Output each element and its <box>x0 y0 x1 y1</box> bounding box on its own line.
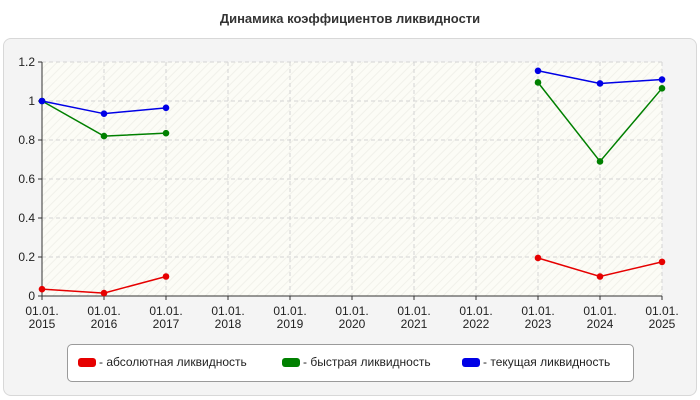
series-layer <box>38 67 666 297</box>
data-point <box>100 289 108 297</box>
data-point <box>658 76 666 83</box>
x-tick-label: 01.01. 2015 <box>25 304 58 331</box>
x-tick-label: 01.01. 2018 <box>211 304 244 331</box>
x-tick-label: 01.01. 2021 <box>397 304 430 331</box>
data-point <box>534 79 542 86</box>
legend-item-quick: - быстрая ликвидность <box>282 354 431 370</box>
legend-label: - абсолютная ликвидность <box>99 355 247 369</box>
data-point <box>162 273 170 280</box>
x-tick-label: 01.01. 2016 <box>87 304 120 331</box>
data-point <box>596 273 604 280</box>
data-point <box>100 110 108 117</box>
chart-title: Динамика коэффициентов ликвидности <box>219 11 481 26</box>
data-point <box>534 254 542 262</box>
y-tick-label: 1.2 <box>18 55 35 69</box>
y-axis-ticks: 0 0.2 0.4 0.6 0.8 1 1.2 <box>18 55 42 303</box>
legend-swatch-green <box>282 357 300 367</box>
x-tick-label: 01.01. 2023 <box>521 304 554 331</box>
data-point <box>38 97 46 105</box>
data-point <box>596 158 604 165</box>
legend-swatch-red <box>78 357 96 367</box>
data-point <box>534 67 542 75</box>
x-axis-ticks: 01.01. 2015 01.01. 2016 01.01. 2017 01.01. 2018… <box>25 296 679 331</box>
y-tick-label: 0 <box>28 289 35 303</box>
x-tick-label: 01.01. 2025 <box>645 304 678 331</box>
x-tick-label: 01.01. 2022 <box>459 304 492 331</box>
x-tick-label: 01.01. 2020 <box>335 304 368 331</box>
legend: - абсолютная ликвидность - быстрая ликви… <box>67 344 634 382</box>
x-tick-label: 01.01. 2019 <box>273 304 306 331</box>
data-point <box>38 285 46 293</box>
legend-item-absolute: - абсолютная ликвидность <box>78 354 247 370</box>
data-point <box>162 104 170 112</box>
legend-item-current: - текущая ликвидность <box>462 354 610 370</box>
y-tick-label: 0.4 <box>18 211 35 225</box>
y-tick-label: 0.8 <box>18 133 35 147</box>
legend-label: - текущая ликвидность <box>483 355 611 369</box>
grid-lines <box>42 61 663 296</box>
data-point <box>658 258 666 266</box>
data-point <box>658 85 666 92</box>
legend-label: - быстрая ликвидность <box>303 355 431 369</box>
data-point <box>100 132 108 140</box>
x-tick-label: 01.01. 2017 <box>149 304 182 331</box>
data-point <box>162 129 170 137</box>
y-tick-label: 0.6 <box>18 172 35 186</box>
x-tick-label: 01.01. 2024 <box>583 304 616 331</box>
legend-swatch-blue <box>462 357 480 367</box>
y-tick-label: 0.2 <box>18 250 35 264</box>
data-point <box>596 80 604 87</box>
y-tick-label: 1 <box>28 94 35 108</box>
